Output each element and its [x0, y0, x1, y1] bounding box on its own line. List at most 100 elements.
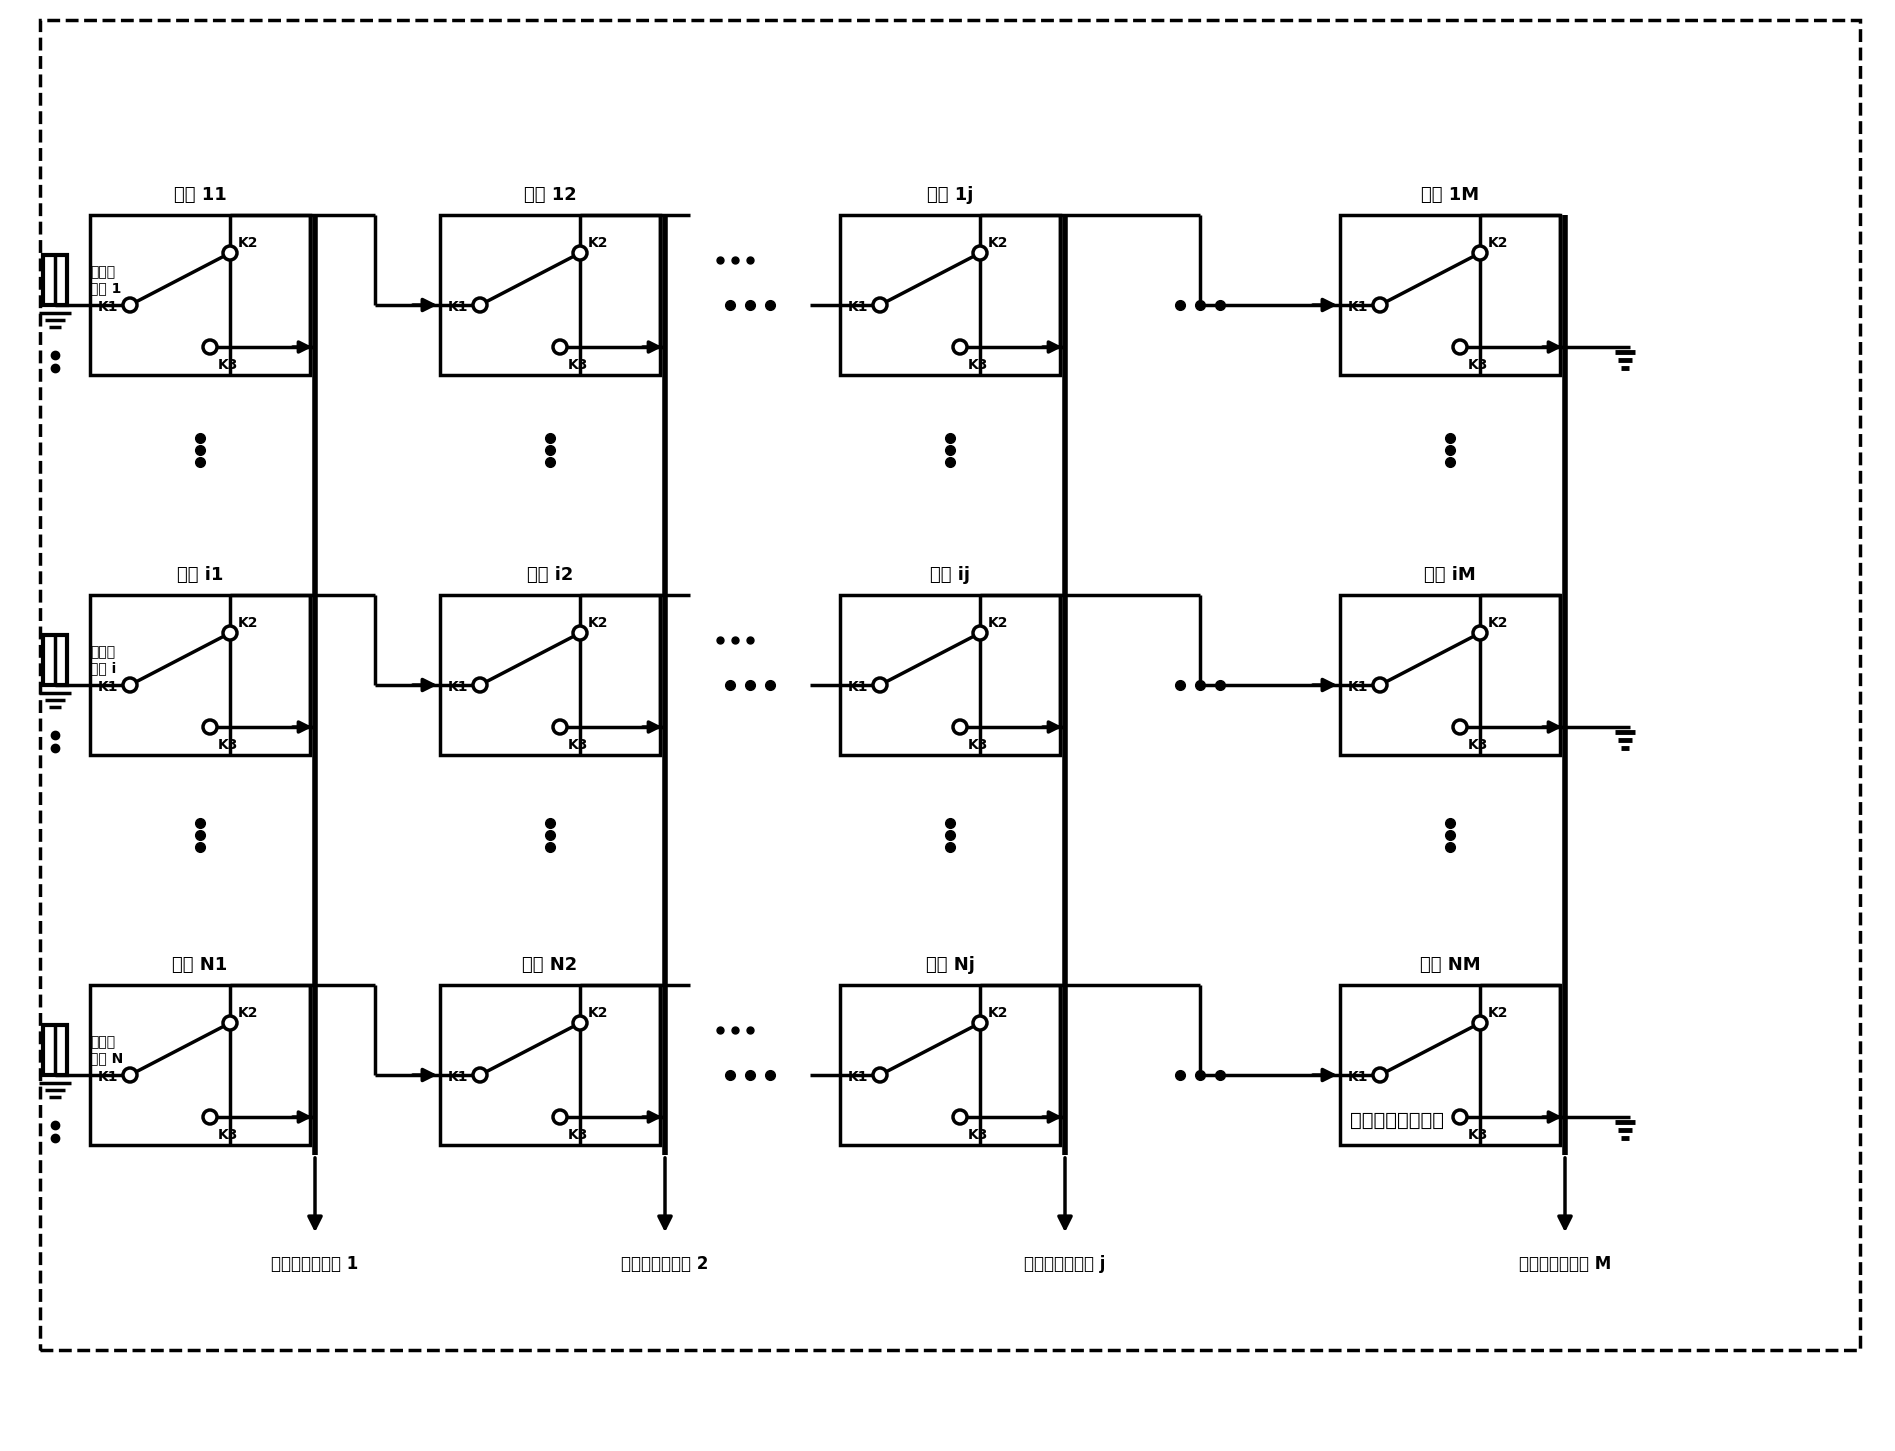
Circle shape: [1472, 1016, 1488, 1030]
Circle shape: [1453, 340, 1467, 354]
Circle shape: [123, 678, 136, 692]
Circle shape: [553, 1110, 567, 1125]
Text: 传感器响应信号 1: 传感器响应信号 1: [271, 1255, 358, 1273]
Text: K3: K3: [1469, 358, 1488, 371]
Bar: [44, 255, 66, 305]
Text: 开关 12: 开关 12: [523, 186, 576, 205]
Circle shape: [1374, 678, 1387, 692]
Circle shape: [972, 247, 987, 260]
Text: K3: K3: [968, 739, 989, 752]
Circle shape: [572, 1016, 587, 1030]
Text: K1: K1: [847, 300, 868, 313]
Circle shape: [123, 297, 136, 312]
Circle shape: [1472, 247, 1488, 260]
Text: K1: K1: [99, 681, 119, 694]
Text: 传感器响应信号 j: 传感器响应信号 j: [1025, 1255, 1105, 1273]
Circle shape: [874, 297, 887, 312]
Circle shape: [203, 720, 218, 734]
Text: K3: K3: [968, 358, 989, 371]
Text: K1: K1: [1347, 681, 1368, 694]
Text: K1: K1: [99, 1069, 119, 1084]
Circle shape: [224, 1016, 237, 1030]
Circle shape: [553, 720, 567, 734]
Bar: [89, 595, 311, 755]
Circle shape: [953, 340, 966, 354]
Text: K3: K3: [568, 1127, 587, 1142]
Text: 压电传
感器 i: 压电传 感器 i: [89, 644, 116, 675]
Text: K2: K2: [987, 1006, 1008, 1020]
Bar: [839, 595, 1059, 755]
Text: K2: K2: [587, 237, 608, 250]
Text: K2: K2: [987, 617, 1008, 630]
Text: 传感器响应信号 M: 传感器响应信号 M: [1520, 1255, 1611, 1273]
Text: K3: K3: [568, 358, 587, 371]
Circle shape: [474, 678, 487, 692]
Text: K1: K1: [1347, 1069, 1368, 1084]
Circle shape: [553, 340, 567, 354]
Text: K1: K1: [447, 681, 468, 694]
Bar: [839, 215, 1059, 374]
Text: K2: K2: [239, 617, 258, 630]
Text: K3: K3: [1469, 739, 1488, 752]
Text: K2: K2: [587, 1006, 608, 1020]
Bar: [1340, 215, 1560, 374]
Text: K1: K1: [99, 300, 119, 313]
Circle shape: [474, 1068, 487, 1082]
Text: K1: K1: [847, 681, 868, 694]
Text: K2: K2: [987, 237, 1008, 250]
Circle shape: [1453, 1110, 1467, 1125]
Text: K3: K3: [1469, 1127, 1488, 1142]
Text: K1: K1: [1347, 300, 1368, 313]
Bar: [89, 215, 311, 374]
Circle shape: [953, 720, 966, 734]
Text: 开关 i1: 开关 i1: [176, 566, 224, 583]
Text: 开关 1j: 开关 1j: [927, 186, 974, 205]
Text: 压电传
感器 1: 压电传 感器 1: [89, 266, 121, 295]
Text: K3: K3: [968, 1127, 989, 1142]
Circle shape: [1453, 720, 1467, 734]
Circle shape: [224, 247, 237, 260]
Text: K2: K2: [587, 617, 608, 630]
Text: 开关 1M: 开关 1M: [1421, 186, 1480, 205]
Circle shape: [572, 247, 587, 260]
Text: K3: K3: [218, 358, 239, 371]
Text: K2: K2: [1488, 237, 1508, 250]
Circle shape: [874, 678, 887, 692]
Text: K1: K1: [447, 1069, 468, 1084]
Text: 被动切换开关阵列: 被动切换开关阵列: [1349, 1110, 1444, 1129]
Text: 开关 Nj: 开关 Nj: [925, 956, 974, 974]
Bar: [44, 636, 66, 685]
Circle shape: [1374, 297, 1387, 312]
Circle shape: [1472, 625, 1488, 640]
Bar: [440, 215, 659, 374]
Text: 传感器响应信号 2: 传感器响应信号 2: [622, 1255, 709, 1273]
Circle shape: [953, 1110, 966, 1125]
Text: K3: K3: [568, 739, 587, 752]
Text: K2: K2: [1488, 1006, 1508, 1020]
Text: 开关 N1: 开关 N1: [172, 956, 227, 974]
Circle shape: [1374, 1068, 1387, 1082]
Text: 压电传
感器 N: 压电传 感器 N: [89, 1035, 123, 1065]
Circle shape: [203, 340, 218, 354]
Text: K2: K2: [239, 1006, 258, 1020]
Text: 开关 ij: 开关 ij: [930, 566, 970, 583]
Circle shape: [474, 297, 487, 312]
Bar: [44, 1024, 66, 1075]
Bar: [89, 985, 311, 1145]
Text: 开关 NM: 开关 NM: [1419, 956, 1480, 974]
Circle shape: [972, 625, 987, 640]
Text: K2: K2: [1488, 617, 1508, 630]
Text: 开关 N2: 开关 N2: [523, 956, 578, 974]
Text: K3: K3: [218, 1127, 239, 1142]
Text: K3: K3: [218, 739, 239, 752]
Text: K1: K1: [847, 1069, 868, 1084]
Bar: [440, 595, 659, 755]
Text: 开关 11: 开关 11: [174, 186, 226, 205]
Bar: [839, 985, 1059, 1145]
Bar: [440, 985, 659, 1145]
Circle shape: [972, 1016, 987, 1030]
Text: 开关 i2: 开关 i2: [527, 566, 572, 583]
Circle shape: [572, 625, 587, 640]
Text: K1: K1: [447, 300, 468, 313]
Bar: [1340, 595, 1560, 755]
